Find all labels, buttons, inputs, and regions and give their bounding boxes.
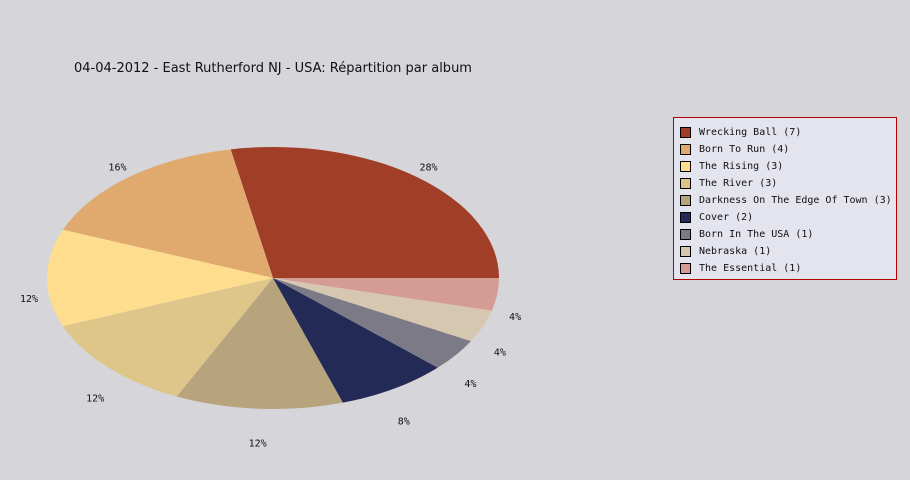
legend-item: The Rising (3)	[680, 158, 896, 175]
legend-label: The Essential (1)	[699, 263, 802, 274]
legend-swatch	[680, 127, 691, 138]
pie-slice	[176, 278, 343, 409]
legend-label: The River (3)	[699, 178, 778, 189]
legend-item: The River (3)	[680, 175, 896, 192]
legend-swatch	[680, 246, 691, 257]
legend-label: Born In The USA (1)	[699, 229, 814, 240]
legend-item: Born In The USA (1)	[680, 226, 896, 243]
legend-label: Cover (2)	[699, 212, 754, 223]
legend-label: Nebraska (1)	[699, 246, 772, 257]
pie-slice	[47, 229, 273, 327]
pie-slice	[230, 147, 499, 278]
slice-percent-label: 12%	[20, 294, 38, 305]
legend-swatch	[680, 229, 691, 240]
legend-item: Cover (2)	[680, 209, 896, 226]
chart-title: 04-04-2012 - East Rutherford NJ - USA: R…	[74, 61, 472, 76]
legend-label: Born To Run (4)	[699, 144, 790, 155]
slice-percent-label: 4%	[509, 312, 521, 323]
slice-percent-label: 4%	[494, 347, 506, 358]
slice-percent-label: 8%	[398, 416, 410, 427]
slice-percent-label: 28%	[420, 162, 438, 173]
legend-label: Darkness On The Edge Of Town (3)	[699, 195, 892, 206]
pie-slice	[273, 278, 438, 403]
slice-percent-label: 4%	[464, 379, 476, 390]
legend-label: The Rising (3)	[699, 161, 784, 172]
slice-percent-label: 16%	[108, 162, 126, 173]
legend-swatch	[680, 195, 691, 206]
pie-chart: 28% 16% 12% 12% 12% 8% 4% 4% 4%	[20, 147, 521, 450]
legend-item: Born To Run (4)	[680, 141, 896, 158]
pie-slice	[273, 278, 492, 342]
legend-item: Nebraska (1)	[680, 243, 896, 260]
pie-slice	[62, 278, 273, 397]
legend-swatch	[680, 144, 691, 155]
pie-slice	[62, 149, 273, 278]
legend-item: Wrecking Ball (7)	[680, 124, 896, 141]
legend-item: The Essential (1)	[680, 260, 896, 277]
legend: Wrecking Ball (7) Born To Run (4) The Risi…	[673, 117, 897, 280]
legend-swatch	[680, 178, 691, 189]
slice-percent-label: 12%	[86, 393, 104, 404]
legend-item: Darkness On The Edge Of Town (3)	[680, 192, 896, 209]
pie-slice	[273, 278, 499, 311]
legend-swatch	[680, 161, 691, 172]
legend-label: Wrecking Ball (7)	[699, 127, 802, 138]
legend-swatch	[680, 212, 691, 223]
slice-percent-label: 12%	[249, 439, 267, 450]
pie-slice	[273, 278, 472, 368]
legend-swatch	[680, 263, 691, 274]
